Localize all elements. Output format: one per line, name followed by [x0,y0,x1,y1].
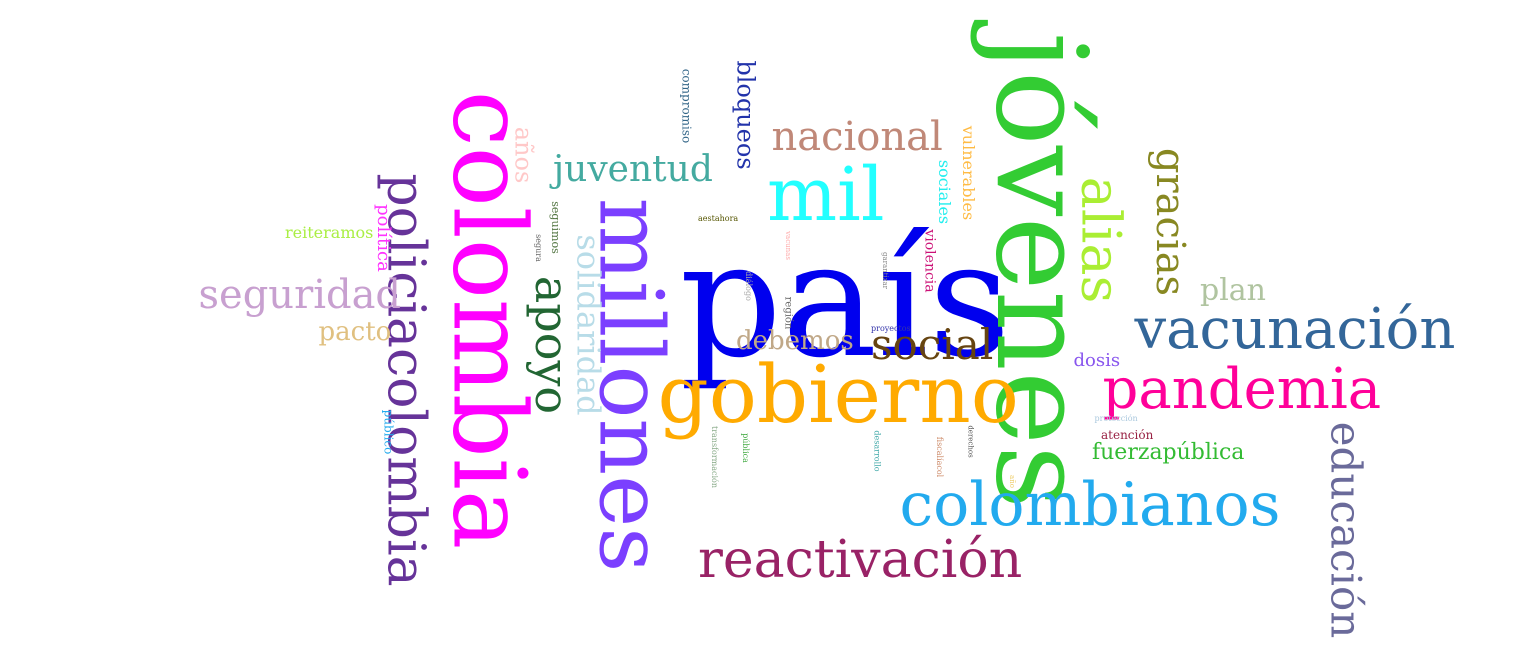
cloud-word: debemos [736,326,854,356]
cloud-word: nacional [771,114,943,160]
cloud-word: fuerzapública [1092,440,1245,465]
cloud-word: reiteramos [285,223,374,242]
cloud-word: apoyo [525,275,580,415]
cloud-word: transformación [710,425,720,489]
cloud-word: compromiso [678,68,693,144]
cloud-word: dosis [1073,350,1121,371]
cloud-word: seguridad [198,272,402,318]
cloud-word: seguimos [548,200,562,254]
cloud-word: garantizar [880,251,889,289]
cloud-word: fiscalíacol [935,436,945,478]
cloud-word: pacto [318,317,392,347]
cloud-word: bloqueos [731,60,760,170]
cloud-word: reactivación [698,530,1023,590]
cloud-word: país [679,206,1011,393]
cloud-word: desarrollo [872,430,882,472]
cloud-word: alias [1068,176,1132,304]
cloud-word: vulnerables [959,125,979,221]
cloud-word: educación [1320,421,1370,639]
cloud-word: proyectos [871,324,911,333]
cloud-word: aestahora [698,214,739,223]
cloud-word: diálogo [743,271,753,301]
cloud-word: sociales [935,159,955,225]
cloud-word: política [372,204,394,272]
cloud-word: protección [1094,414,1138,423]
cloud-word: derechos [966,424,975,458]
cloud-word: región [781,296,793,330]
cloud-word: mil [767,152,885,238]
cloud-word: violencia [921,229,938,293]
cloud-word: segura [533,234,543,262]
cloud-word: vacunación [1134,297,1456,362]
cloud-word: atención [1101,428,1154,442]
cloud-word: pandemia [1102,357,1382,422]
cloud-word: pública [740,433,750,463]
cloud-word: colombianos [899,470,1281,540]
cloud-word: público [380,409,395,455]
cloud-word: año [1007,474,1016,488]
cloud-word: juventud [553,149,713,190]
cloud-word: plan [1200,273,1267,308]
cloud-word: gobierno [657,348,1019,441]
cloud-word: años [508,126,537,184]
cloud-word: vacunas [783,230,792,260]
cloud-word: gracias [1147,147,1194,297]
cloud-word: social [871,320,994,369]
cloud-word: solidaridad [569,234,608,416]
